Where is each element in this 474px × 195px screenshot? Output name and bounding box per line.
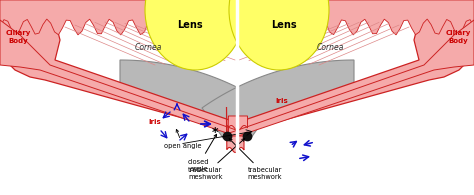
Text: Iris: Iris	[149, 119, 161, 125]
Text: Lens: Lens	[177, 20, 203, 30]
Text: trabecular
meshwork: trabecular meshwork	[188, 139, 245, 181]
Text: open angle: open angle	[164, 129, 202, 149]
Ellipse shape	[145, 0, 245, 70]
Text: Cornea: Cornea	[316, 43, 344, 51]
Polygon shape	[0, 20, 247, 139]
Polygon shape	[244, 0, 474, 35]
Text: Ciliary
Body: Ciliary Body	[445, 30, 471, 43]
Polygon shape	[228, 116, 247, 148]
Polygon shape	[120, 60, 272, 138]
Polygon shape	[0, 0, 230, 35]
Text: Iris: Iris	[275, 98, 288, 104]
Polygon shape	[202, 60, 354, 138]
Ellipse shape	[229, 0, 329, 70]
Text: Lens: Lens	[271, 20, 297, 30]
Text: *: *	[211, 127, 218, 139]
Polygon shape	[227, 107, 244, 152]
Text: Cornea: Cornea	[134, 43, 162, 51]
Polygon shape	[0, 0, 253, 136]
Polygon shape	[221, 0, 474, 136]
Text: trabecular
meshwork: trabecular meshwork	[229, 139, 282, 181]
Polygon shape	[227, 20, 474, 139]
Text: closed
angle: closed angle	[188, 134, 217, 171]
Text: Ciliary
Body: Ciliary Body	[5, 30, 31, 43]
